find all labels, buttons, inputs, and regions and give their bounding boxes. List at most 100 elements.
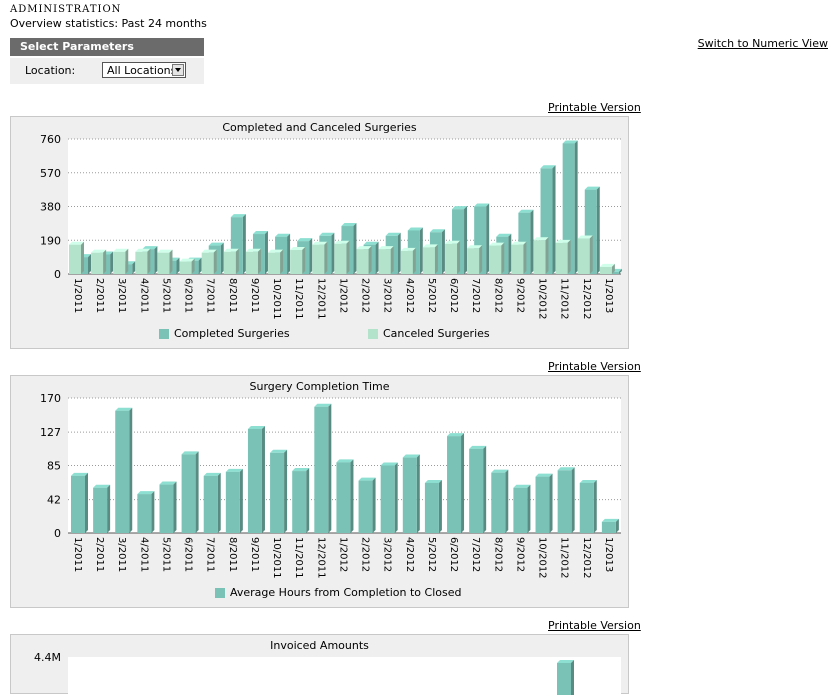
plot-area xyxy=(68,657,621,695)
x-tick-label: 3/2012 xyxy=(382,278,393,313)
legend-item-canceled: Canceled Surgeries xyxy=(368,327,490,340)
bar-canceled xyxy=(445,240,461,274)
bar xyxy=(402,454,420,533)
chart-panel-surgeries: Completed and Canceled Surgeries 0 190 380… xyxy=(10,116,629,349)
x-tick-label: 12/2012 xyxy=(581,537,592,579)
bar xyxy=(424,479,442,533)
x-tick-label: 1/2012 xyxy=(337,537,348,572)
bar xyxy=(557,467,575,533)
bar xyxy=(447,433,465,533)
x-tick-label: 2/2012 xyxy=(360,537,371,572)
page-title: ADMINISTRATION xyxy=(10,4,122,15)
bar xyxy=(535,473,553,533)
x-tick-label: 1/2011 xyxy=(72,278,83,313)
legend-swatch xyxy=(215,587,225,598)
bar-canceled xyxy=(179,258,195,274)
y-tick-label: 760 xyxy=(40,133,61,146)
x-tick-label: 7/2012 xyxy=(470,278,481,313)
legend-label: Canceled Surgeries xyxy=(383,327,490,340)
printable-version-link-3[interactable]: Printable Version xyxy=(548,619,641,632)
y-tick-label: 127 xyxy=(40,426,61,439)
x-tick-label: 11/2011 xyxy=(293,537,304,579)
x-tick-label: 5/2011 xyxy=(160,537,171,572)
switch-numeric-view-link[interactable]: Switch to Numeric View xyxy=(697,37,828,50)
bar xyxy=(314,403,332,533)
bar xyxy=(513,484,531,533)
x-tick-label: 1/2012 xyxy=(337,278,348,313)
printable-version-link-2[interactable]: Printable Version xyxy=(548,360,641,373)
legend-label: Average Hours from Completion to Closed xyxy=(230,586,462,599)
bar xyxy=(203,472,221,533)
legend-swatch xyxy=(159,328,169,339)
x-tick-label: 3/2011 xyxy=(116,278,127,313)
y-tick-label: 190 xyxy=(40,234,61,247)
bar-canceled xyxy=(378,246,394,274)
x-tick-label: 5/2012 xyxy=(426,537,437,572)
bar xyxy=(137,491,155,533)
bar xyxy=(491,469,509,533)
x-tick-label: 1/2011 xyxy=(72,537,83,572)
bar-canceled xyxy=(69,241,84,274)
bar xyxy=(469,445,487,533)
bar-canceled xyxy=(91,249,107,274)
chart-title: Surgery Completion Time xyxy=(249,380,390,393)
legend-item-completed: Completed Surgeries xyxy=(159,327,290,340)
y-tick-label: 0 xyxy=(54,268,61,281)
location-select-value: All Locations xyxy=(107,64,177,77)
bar xyxy=(601,518,619,533)
chart-completion-time: 0 42 85 127 170 1/2011 2/2011 3/2011 4/2011 5/201… xyxy=(40,392,621,579)
bar-canceled xyxy=(489,242,505,274)
y-tick-label: 0 xyxy=(54,527,61,540)
bar-canceled xyxy=(356,246,372,274)
legend-label: Completed Surgeries xyxy=(174,327,290,340)
x-tick-label: 12/2011 xyxy=(315,278,326,320)
bar-canceled xyxy=(577,235,593,274)
x-tick-label: 6/2012 xyxy=(448,278,459,313)
x-tick-label: 6/2012 xyxy=(448,537,459,572)
bar-canceled xyxy=(599,263,615,274)
bar-canceled xyxy=(157,249,173,274)
bar-canceled xyxy=(467,245,483,274)
bar xyxy=(71,472,88,533)
y-tick-label: 85 xyxy=(47,460,61,473)
bar-canceled xyxy=(201,249,217,274)
x-tick-label: 2/2012 xyxy=(360,278,371,313)
x-tick-label: 9/2011 xyxy=(249,537,260,572)
chevron-down-icon[interactable] xyxy=(172,64,184,76)
legend-item-average-hours: Average Hours from Completion to Closed xyxy=(215,586,461,599)
x-tick-label: 5/2011 xyxy=(160,278,171,313)
x-tick-label: 7/2011 xyxy=(205,537,216,572)
bar xyxy=(579,479,597,533)
location-label: Location: xyxy=(25,64,76,77)
chart-title: Completed and Canceled Surgeries xyxy=(222,121,417,134)
bar-canceled xyxy=(334,240,350,274)
bar xyxy=(292,468,310,533)
x-tick-label: 4/2012 xyxy=(404,278,415,313)
bar xyxy=(225,468,243,533)
printable-version-link-1[interactable]: Printable Version xyxy=(548,101,641,114)
location-select[interactable]: All Locations xyxy=(102,62,186,78)
x-tick-label: 9/2011 xyxy=(249,278,260,313)
legend-swatch xyxy=(368,328,378,339)
x-tick-label: 8/2012 xyxy=(492,278,503,313)
chart-panel-completion-time: Surgery Completion Time 0 42 85 127 170 1/201… xyxy=(10,375,629,608)
x-tick-label: 11/2011 xyxy=(293,278,304,320)
x-tick-label: 4/2012 xyxy=(404,537,415,572)
bar xyxy=(115,407,133,533)
x-tick-label: 8/2011 xyxy=(227,278,238,313)
page-subtitle: Overview statistics: Past 24 months xyxy=(10,17,207,30)
x-tick-label: 2/2011 xyxy=(94,537,105,572)
x-tick-label: 3/2012 xyxy=(382,537,393,572)
x-tick-label: 7/2012 xyxy=(470,537,481,572)
chart-panel-invoiced: Invoiced Amounts 4.4M xyxy=(10,634,629,695)
x-tick-label: 6/2011 xyxy=(183,537,194,572)
bar xyxy=(557,660,574,695)
select-parameters-title: Select Parameters xyxy=(10,38,204,56)
x-tick-label: 3/2011 xyxy=(116,537,127,572)
x-tick-label: 10/2012 xyxy=(537,278,548,320)
x-tick-label: 4/2011 xyxy=(138,537,149,572)
x-tick-label: 11/2012 xyxy=(559,537,570,579)
bar xyxy=(270,449,288,533)
y-tick-label: 4.4M xyxy=(34,651,61,664)
x-tick-label: 8/2012 xyxy=(492,537,503,572)
